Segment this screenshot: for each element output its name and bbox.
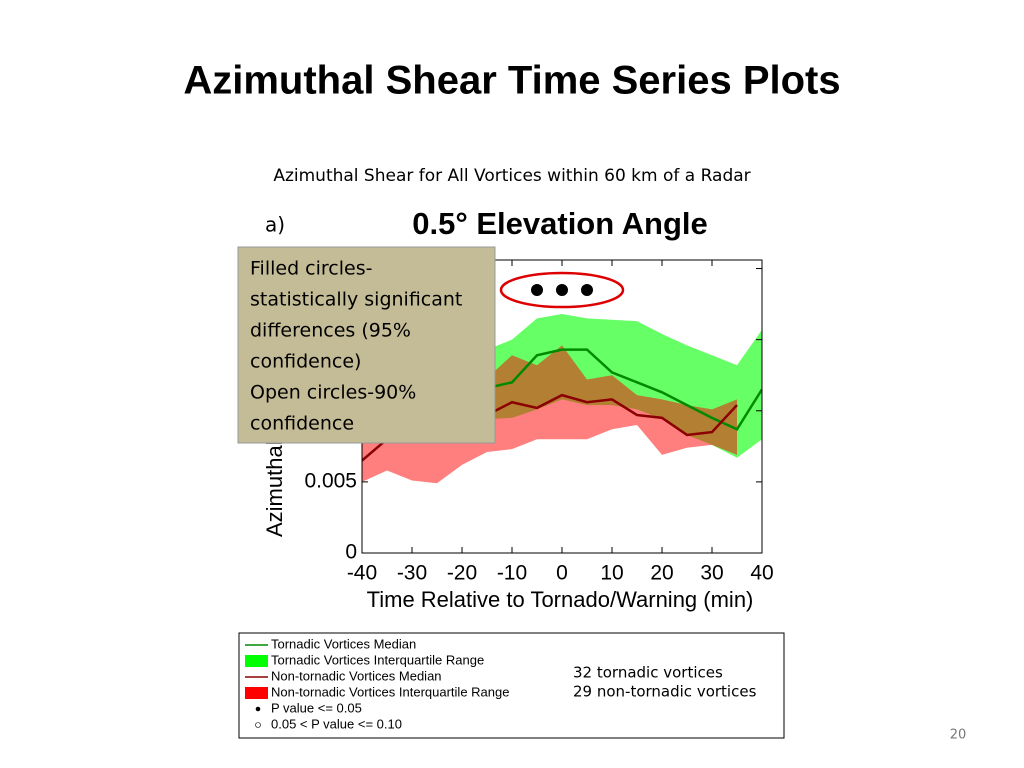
legend-label: P value <= 0.05 bbox=[271, 700, 362, 715]
x-tick-label: 0 bbox=[556, 562, 568, 585]
x-tick-label: 20 bbox=[650, 562, 673, 585]
callout: Filled circles-statistically significant… bbox=[237, 246, 496, 444]
legend-marker bbox=[255, 722, 261, 728]
note: 32 tornadic vortices bbox=[573, 664, 723, 682]
note: 29 non-tornadic vortices bbox=[573, 683, 757, 701]
callout-text: confidence) bbox=[250, 351, 361, 373]
legend-marker bbox=[255, 706, 261, 712]
significance-marker bbox=[556, 284, 568, 296]
legend-box bbox=[238, 632, 785, 739]
legend-swatch bbox=[245, 687, 268, 699]
significance-marker bbox=[531, 284, 543, 296]
callout-text: statistically significant bbox=[250, 289, 462, 311]
x-tick-label: 30 bbox=[700, 562, 723, 585]
highlight-ellipse bbox=[499, 271, 625, 309]
x-tick-label: 40 bbox=[750, 562, 773, 585]
slide-title: Azimuthal Shear Time Series Plots bbox=[183, 59, 840, 103]
legend-label: Tornadic Vortices Median bbox=[271, 636, 416, 651]
legend-label: Non-tornadic Vortices Median bbox=[271, 668, 442, 683]
legend-label: Tornadic Vortices Interquartile Range bbox=[271, 652, 484, 667]
callout-text: Filled circles- bbox=[250, 258, 372, 280]
callout-box bbox=[237, 246, 496, 444]
callout-text: confidence bbox=[250, 413, 354, 435]
chart-suptitle: Azimuthal Shear for All Vortices within … bbox=[273, 166, 750, 186]
x-tick-label: -10 bbox=[497, 562, 527, 585]
legend-label: Non-tornadic Vortices Interquartile Rang… bbox=[271, 684, 509, 699]
x-tick-label: -40 bbox=[347, 562, 377, 585]
x-tick-label: -30 bbox=[397, 562, 427, 585]
legend-label: 0.05 < P value <= 0.10 bbox=[271, 716, 402, 731]
chart-title: 0.5° Elevation Angle bbox=[412, 206, 708, 241]
callout-text: Open circles-90% bbox=[250, 382, 416, 404]
x-axis-label: Time Relative to Tornado/Warning (min) bbox=[367, 587, 754, 612]
y-tick-label: 0 bbox=[345, 541, 357, 564]
panel-label: a) bbox=[265, 213, 285, 237]
significance-marker bbox=[581, 284, 593, 296]
x-tick-label: 10 bbox=[600, 562, 623, 585]
legend-swatch bbox=[245, 655, 268, 667]
page-number: 20 bbox=[950, 728, 967, 743]
callout-text: differences (95% bbox=[250, 320, 411, 342]
x-tick-label: -20 bbox=[447, 562, 477, 585]
y-tick-label: 0.005 bbox=[304, 469, 357, 492]
